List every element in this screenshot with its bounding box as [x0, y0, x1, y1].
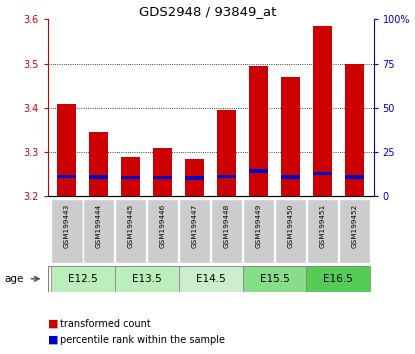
- Text: GSM199443: GSM199443: [64, 204, 70, 248]
- Text: GSM199450: GSM199450: [288, 204, 293, 248]
- Bar: [345, 175, 364, 179]
- Bar: [89, 175, 108, 179]
- Text: GSM199447: GSM199447: [192, 204, 198, 248]
- FancyBboxPatch shape: [83, 199, 115, 263]
- Text: E14.5: E14.5: [196, 274, 225, 284]
- FancyBboxPatch shape: [243, 199, 274, 263]
- Text: ■: ■: [48, 319, 58, 329]
- Bar: [121, 176, 140, 179]
- Bar: [57, 175, 76, 178]
- Bar: [281, 175, 300, 179]
- Bar: [313, 26, 332, 196]
- Bar: [57, 103, 76, 196]
- Text: GSM199444: GSM199444: [96, 204, 102, 248]
- Text: E13.5: E13.5: [132, 274, 161, 284]
- Text: E16.5: E16.5: [323, 274, 353, 284]
- Bar: [249, 169, 268, 172]
- FancyBboxPatch shape: [306, 266, 370, 292]
- Bar: [185, 176, 204, 179]
- Bar: [281, 77, 300, 196]
- FancyBboxPatch shape: [115, 266, 179, 292]
- Bar: [345, 64, 364, 196]
- FancyBboxPatch shape: [339, 199, 370, 263]
- Bar: [153, 176, 172, 179]
- Text: GSM199446: GSM199446: [160, 204, 166, 248]
- Text: E15.5: E15.5: [260, 274, 289, 284]
- Text: GDS2948 / 93849_at: GDS2948 / 93849_at: [139, 5, 276, 18]
- Bar: [185, 159, 204, 196]
- Bar: [217, 110, 236, 196]
- Text: GSM199449: GSM199449: [256, 204, 261, 248]
- FancyBboxPatch shape: [51, 266, 115, 292]
- Bar: [249, 66, 268, 196]
- Text: ■: ■: [48, 335, 58, 345]
- Text: GSM199448: GSM199448: [224, 204, 229, 248]
- Text: E12.5: E12.5: [68, 274, 98, 284]
- FancyBboxPatch shape: [51, 199, 83, 263]
- FancyBboxPatch shape: [147, 199, 178, 263]
- FancyBboxPatch shape: [242, 266, 306, 292]
- FancyBboxPatch shape: [115, 199, 146, 263]
- FancyBboxPatch shape: [211, 199, 242, 263]
- Text: GSM199445: GSM199445: [128, 204, 134, 248]
- Text: age: age: [4, 274, 24, 284]
- Bar: [121, 156, 140, 196]
- FancyBboxPatch shape: [307, 199, 338, 263]
- Bar: [89, 132, 108, 196]
- Text: percentile rank within the sample: percentile rank within the sample: [60, 335, 225, 345]
- Bar: [217, 175, 236, 178]
- FancyBboxPatch shape: [275, 199, 306, 263]
- Bar: [313, 172, 332, 175]
- Text: GSM199451: GSM199451: [320, 204, 325, 248]
- Text: GSM199452: GSM199452: [352, 204, 357, 248]
- FancyBboxPatch shape: [179, 266, 242, 292]
- FancyBboxPatch shape: [179, 199, 210, 263]
- Bar: [153, 148, 172, 196]
- Text: transformed count: transformed count: [60, 319, 151, 329]
